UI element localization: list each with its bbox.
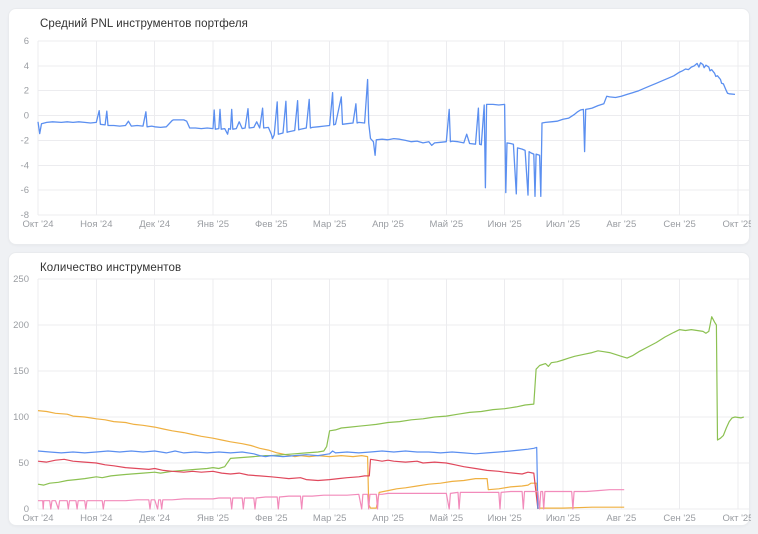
x-tick-label: Дек '24 (139, 219, 170, 230)
y-tick-label: 6 (24, 36, 29, 47)
instrument-count-chart-card: Количество инструментов 250 200 150 100 50 0 О… (8, 252, 751, 526)
x-tick-label: Фев '25 (255, 513, 288, 524)
x-tick-label: Июн '25 (488, 219, 522, 230)
x-tick-label: Июл '25 (546, 219, 580, 230)
y-tick-label: 50 (18, 458, 29, 469)
x-tick-label: Июл '25 (546, 513, 580, 524)
series-line-green (37, 316, 744, 486)
y-tick-label: -4 (21, 160, 29, 171)
x-tick-label: Авг '25 (606, 219, 636, 230)
series-line-avg-pnl (37, 62, 736, 198)
y-tick-label: 150 (13, 366, 29, 377)
x-tick-label: Сен '25 (663, 513, 695, 524)
x-tick-label: Мар '25 (313, 219, 347, 230)
x-tick-label: Янв '25 (197, 513, 229, 524)
x-tick-label: Окт '25 (722, 513, 751, 524)
instrument-count-chart-title: Количество инструментов (40, 262, 182, 274)
series-line-red (37, 458, 539, 510)
pnl-chart-card: Средний PNL инструментов портфеля 6 4 2 0 -2… (8, 8, 751, 245)
x-tick-label: Фев '25 (255, 219, 288, 230)
pnl-chart-title: Средний PNL инструментов портфеля (40, 18, 249, 30)
y-tick-label: -2 (21, 135, 29, 146)
x-tick-label: Янв '25 (197, 219, 229, 230)
y-tick-label: 200 (13, 320, 29, 331)
x-tick-label: Сен '25 (663, 219, 695, 230)
x-tick-label: Ноя '24 (80, 219, 112, 230)
x-tick-label: Июн '25 (488, 513, 522, 524)
x-tick-label: Мар '25 (313, 513, 347, 524)
y-tick-label: -8 (21, 210, 29, 221)
y-tick-label: -6 (21, 185, 29, 196)
x-tick-label: Окт '25 (722, 219, 751, 230)
series-line-pink (38, 489, 625, 510)
x-tick-label: Май '25 (429, 219, 463, 230)
series-line-orange (37, 410, 625, 509)
y-tick-label: 0 (24, 111, 29, 122)
x-tick-label: Апр '25 (372, 513, 404, 524)
y-tick-label: 4 (24, 61, 29, 72)
y-tick-label: 250 (13, 274, 29, 285)
y-tick-label: 2 (24, 86, 29, 97)
x-tick-label: Дек '24 (139, 513, 170, 524)
x-tick-label: Окт '24 (22, 219, 53, 230)
x-tick-label: Ноя '24 (80, 513, 112, 524)
series-line-blue (37, 446, 539, 510)
x-tick-label: Май '25 (429, 513, 463, 524)
y-tick-label: 100 (13, 412, 29, 423)
y-tick-label: 0 (24, 504, 29, 515)
x-tick-label: Окт '24 (22, 513, 53, 524)
x-tick-label: Авг '25 (606, 513, 636, 524)
x-tick-label: Апр '25 (372, 219, 404, 230)
